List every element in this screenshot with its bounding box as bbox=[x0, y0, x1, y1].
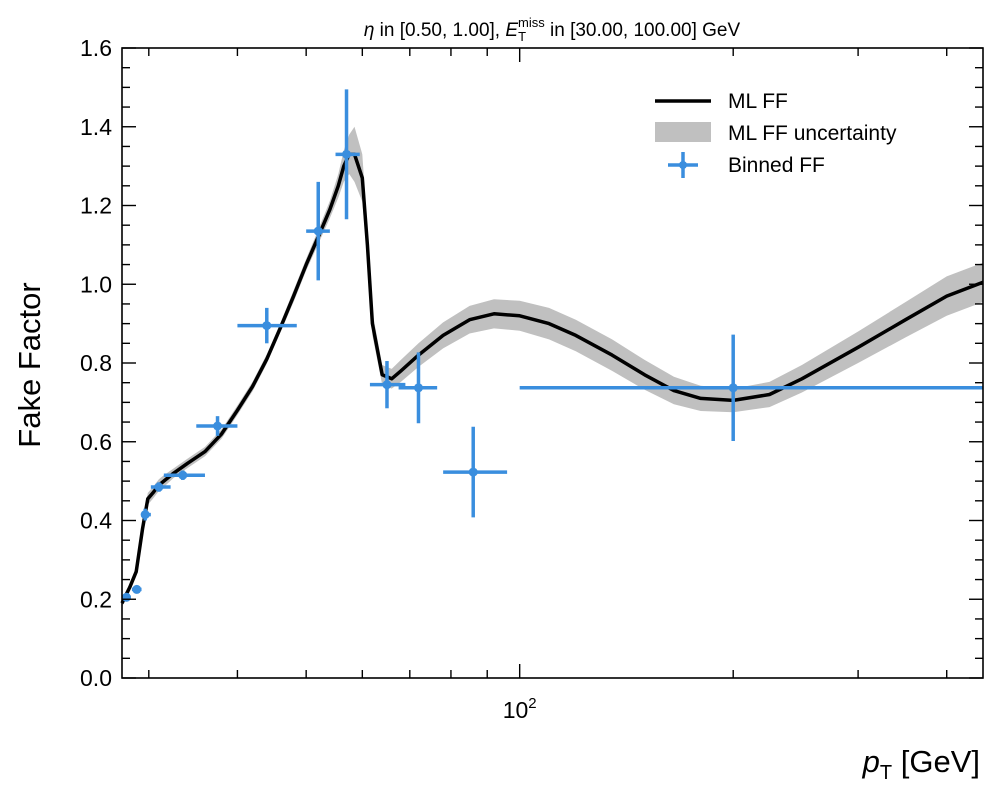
binned-ff-point bbox=[369, 361, 406, 409]
legend-binned-swatch-marker bbox=[679, 161, 687, 169]
ml-ff-line-layer bbox=[120, 152, 984, 604]
x-tick-label: 102 bbox=[503, 695, 537, 723]
binned-ff-marker bbox=[728, 383, 738, 393]
binned-ff-point bbox=[519, 334, 983, 441]
legend-binned-label: Binned FF bbox=[728, 154, 825, 177]
binned-ff-marker bbox=[342, 149, 352, 159]
binned-ff-point bbox=[335, 89, 360, 220]
binned-ff-marker bbox=[140, 510, 150, 520]
binned-ff-marker bbox=[132, 584, 142, 594]
binned-ff-layer bbox=[121, 89, 983, 602]
y-tick-label: 1.6 bbox=[80, 35, 112, 61]
binned-ff-point bbox=[398, 352, 438, 424]
title-post: in [30.00, 100.00] GeV bbox=[545, 20, 741, 41]
y-tick-label: 0.2 bbox=[80, 586, 112, 612]
title-eta: η bbox=[364, 20, 375, 41]
title-pre: in [0.50, 1.00], bbox=[374, 20, 505, 41]
binned-ff-point bbox=[196, 416, 238, 436]
y-tick-label: 1.0 bbox=[80, 271, 112, 297]
binned-ff-marker bbox=[178, 470, 188, 480]
uncertainty-band-layer bbox=[122, 126, 983, 608]
binned-ff-marker bbox=[154, 482, 164, 492]
title-met-sup: miss bbox=[518, 15, 545, 30]
y-tick-label: 1.4 bbox=[80, 114, 112, 140]
axes-layer: 0.0 0.2 0.4 0.6 0.8 1.0 1.2 1.4 1.6 102 bbox=[80, 35, 984, 723]
binned-ff-point bbox=[443, 426, 508, 518]
title-met: E bbox=[505, 20, 518, 41]
x-axis-title-main: p bbox=[862, 744, 880, 779]
legend-ml-ff-label: ML FF bbox=[728, 90, 788, 113]
binned-ff-point bbox=[237, 307, 297, 344]
ml-ff-line bbox=[120, 152, 984, 604]
x-tick-label-exp: 2 bbox=[528, 695, 536, 712]
binned-ff-point bbox=[131, 584, 142, 594]
y-axis-title: Fake Factor bbox=[12, 282, 47, 447]
binned-ff-point bbox=[150, 482, 171, 492]
y-tick-label: 0.8 bbox=[80, 350, 112, 376]
legend-uncertainty-swatch bbox=[655, 122, 711, 142]
title-met-sub: T bbox=[518, 29, 526, 44]
y-tick-label: 0.0 bbox=[80, 665, 112, 691]
y-tick-label: 0.6 bbox=[80, 429, 112, 455]
binned-ff-marker bbox=[121, 592, 131, 602]
y-tick-label: 0.4 bbox=[80, 508, 112, 534]
legend: ML FF ML FF uncertainty Binned FF bbox=[655, 90, 897, 178]
binned-ff-marker bbox=[413, 383, 423, 393]
legend-uncertainty-label: ML FF uncertainty bbox=[728, 122, 897, 145]
binned-ff-point bbox=[306, 181, 330, 281]
binned-ff-point bbox=[140, 508, 151, 521]
binned-ff-marker bbox=[382, 380, 392, 390]
plot-title: η in [0.50, 1.00], ETmiss in [30.00, 100… bbox=[364, 15, 741, 44]
uncertainty-band bbox=[122, 126, 983, 608]
binned-ff-marker bbox=[213, 421, 223, 431]
binned-ff-point bbox=[121, 592, 131, 602]
binned-ff-marker bbox=[313, 226, 323, 236]
binned-ff-point bbox=[163, 470, 205, 480]
y-tick-label: 1.2 bbox=[80, 193, 112, 219]
x-axis-title-rest: [GeV] bbox=[892, 744, 980, 779]
x-axis-title-sub: T bbox=[880, 762, 892, 784]
x-tick-label-base: 10 bbox=[503, 697, 529, 723]
x-axis-title: pT [GeV] bbox=[862, 744, 980, 784]
binned-ff-marker bbox=[262, 321, 272, 331]
binned-ff-marker bbox=[468, 467, 478, 477]
